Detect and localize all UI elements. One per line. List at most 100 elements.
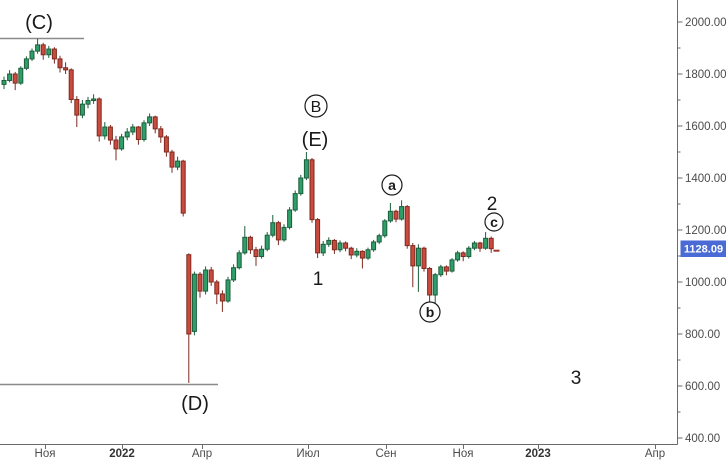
candle-up [483, 232, 489, 250]
wave-3[interactable]: 3 [571, 368, 582, 389]
candle-up [320, 240, 326, 256]
wave-E[interactable]: (E) [302, 129, 329, 151]
candle-up [337, 240, 343, 253]
annotation-text: 2 [487, 194, 498, 215]
candle-up [376, 233, 382, 245]
candle-down [309, 157, 315, 223]
candle-down [158, 126, 164, 143]
candle-up [455, 250, 461, 262]
candle-down [253, 246, 259, 266]
wave-annotations: (C) B (E) 1 a b 2c 3 (D) [25, 12, 581, 415]
candle-up [438, 264, 444, 277]
candle-up [382, 219, 388, 238]
y-axis-label: 2000.00 [685, 17, 726, 29]
y-axis-label: 600.00 [685, 381, 720, 393]
candle-down [152, 115, 158, 134]
annotation-text: a [388, 177, 396, 193]
candle-up [298, 174, 304, 196]
candle-up [191, 271, 197, 336]
candle-up [124, 128, 130, 141]
candle-up [203, 266, 209, 295]
candlestick-series [1, 38, 494, 383]
candle-down [214, 279, 220, 305]
candle-up [18, 66, 24, 85]
annotation-text: (D) [181, 393, 209, 415]
wave-c[interactable]: c [484, 212, 504, 232]
candle-up [415, 244, 421, 292]
candle-up [141, 120, 147, 142]
candle-up [29, 48, 35, 61]
y-axis-label: 800.00 [685, 329, 720, 341]
x-axis-label: Ноя [35, 448, 56, 460]
candle-down [68, 68, 74, 104]
candle-up [432, 272, 438, 304]
candle-up [387, 202, 393, 223]
candle-down [393, 209, 399, 223]
y-axis-label: 400.00 [685, 433, 720, 445]
candle-down [12, 71, 18, 91]
candle-up [85, 96, 91, 109]
candle-down [63, 62, 69, 74]
candle-up [46, 45, 52, 58]
y-axis-label: 1000.00 [685, 277, 726, 289]
annotation-circle [381, 174, 403, 196]
candle-up [259, 245, 265, 259]
candle-up [23, 56, 29, 71]
wave-D[interactable]: (D) [181, 393, 209, 415]
wave-a[interactable]: a [381, 174, 403, 196]
candle-down [57, 55, 63, 73]
annotation-circle [419, 301, 441, 323]
wave-C[interactable]: (C) [25, 12, 53, 34]
candle-up [225, 276, 231, 303]
y-axis-label: 1800.00 [685, 69, 726, 81]
candle-down [96, 97, 102, 142]
candle-up [35, 38, 41, 54]
candle-down [219, 290, 225, 312]
candle-up [471, 240, 477, 251]
candle-down [427, 266, 433, 305]
wave-B[interactable]: B [304, 94, 328, 118]
wave-1[interactable]: 1 [313, 269, 324, 290]
candle-down [477, 241, 483, 252]
candle-up [7, 70, 13, 83]
candle-up [303, 152, 309, 181]
candle-down [348, 246, 354, 260]
candle-down [460, 251, 466, 262]
trend-lines [0, 37, 218, 386]
candle-up [270, 214, 276, 238]
last-price-marker: 1128.09 [493, 240, 726, 257]
y-axis-scale[interactable]: 2000.00 1800.00 1600.00 1400.00 1200.00 1000.… [677, 17, 726, 445]
candle-up [281, 224, 287, 242]
candle-up [1, 76, 7, 90]
candle-down [74, 96, 80, 128]
candle-down [247, 235, 253, 254]
candle-down [404, 205, 410, 249]
candle-down [331, 239, 337, 254]
wave-2[interactable]: 2 [487, 194, 498, 215]
x-axis-scale[interactable]: Ноя 2022 Апр Июл Сен Ноя 2023 Апр [35, 444, 666, 461]
annotation-circle [304, 94, 328, 118]
candle-down [208, 266, 214, 286]
candle-down [421, 246, 427, 272]
wave-b[interactable]: b [419, 301, 441, 323]
y-axis-label: 1400.00 [685, 173, 726, 185]
x-axis-label: Сен [375, 448, 396, 460]
x-axis-label: Апр [645, 448, 665, 460]
candle-down [275, 220, 281, 246]
x-axis-label: 2023 [525, 448, 551, 460]
candle-up [354, 248, 360, 258]
candle-up [242, 226, 248, 255]
price-badge-value: 1128.09 [684, 244, 723, 256]
x-axis-label: Апр [192, 448, 212, 460]
candle-down [359, 250, 365, 269]
candle-down [488, 236, 494, 253]
candle-up [102, 122, 108, 140]
annotation-text: b [426, 304, 435, 320]
candle-up [326, 237, 332, 247]
candle-down [51, 47, 57, 64]
candle-up [147, 113, 153, 126]
annotation-text: B [311, 99, 322, 116]
price-badge [680, 240, 726, 257]
